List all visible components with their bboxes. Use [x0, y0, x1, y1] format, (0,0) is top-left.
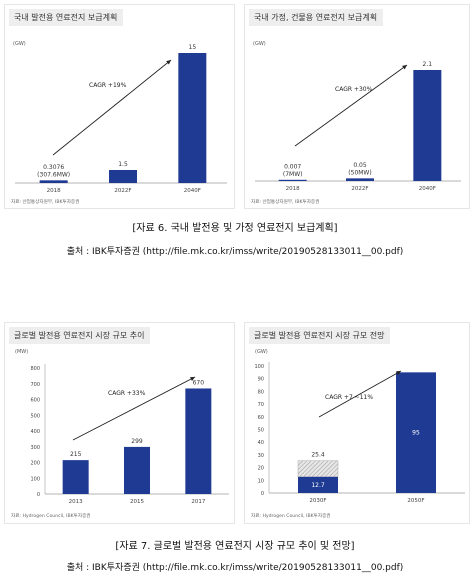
figure-caption: [자료 6. 국내 발전용 및 가정 연료전지 보급계획] — [132, 223, 338, 234]
chart-svg: (MW) 0 100 200 300 400 500 600 700 800 2013 215 2015… — [15, 349, 229, 505]
cagr-arrowhead — [190, 377, 195, 381]
y-tick-label: 0 — [37, 492, 40, 498]
chart-title: 국내 가정, 건물용 연료전지 보급계획 — [249, 9, 384, 26]
data-label: (50MW) — [348, 169, 371, 176]
y-tick-label: 60 — [258, 415, 264, 421]
data-label-total: 25.4 — [311, 452, 325, 459]
chart-svg: (GW) 0 10 20 30 40 50 60 70 80 90 100 2030F 12.7 25.4 2… — [254, 349, 465, 504]
y-tick-label: 40 — [258, 440, 264, 446]
bar — [413, 70, 442, 181]
chart-source: 자료: Hydrogen Council, IBK투자증권 — [251, 514, 331, 519]
cagr-arrow — [52, 59, 172, 156]
x-tick-label: 2017 — [191, 499, 205, 505]
bar — [278, 179, 307, 181]
cagr-arrow — [72, 376, 196, 441]
bar-hatched — [297, 460, 339, 478]
cagr-arrowhead — [166, 60, 171, 65]
x-tick-label: 2015 — [130, 499, 144, 505]
data-label: (307.6MW) — [37, 171, 70, 178]
data-label: 670 — [193, 379, 205, 386]
chart-title: 글로벌 발전용 연료전지 시장 규모 전망 — [249, 327, 391, 344]
figure-source[interactable]: 출처 : IBK투자증권 (http://file.mk.co.kr/imss/… — [66, 563, 404, 573]
x-tick-label: 2030F — [309, 498, 326, 504]
y-tick-label: 100 — [30, 476, 40, 482]
figure-caption: [자료 7. 글로벌 발전용 연료전지 시장 규모 추이 및 전망] — [115, 541, 355, 552]
chart-title: 국내 발전용 연료전지 보급계획 — [9, 9, 124, 26]
bar — [39, 180, 68, 183]
data-label-inside: 12.7 — [311, 482, 325, 489]
chart-svg: (GW) 2018 0.3076(307.6MW) 2022F 1.5 2040F 15 CA… — [13, 41, 227, 194]
y-tick-label: 300 — [30, 445, 40, 451]
x-tick-label: 2050F — [407, 498, 424, 504]
cagr-arrowhead — [396, 371, 401, 376]
data-label: 0.007 — [284, 163, 301, 170]
bar — [396, 372, 436, 493]
chart-panel-global-trend: 글로벌 발전용 연료전지 시장 규모 추이 (MW) 0 100 200 300 400 5… — [4, 322, 235, 524]
data-label: 1.5 — [118, 161, 128, 168]
x-tick-label: 2018 — [47, 188, 61, 194]
chart-svg: (GW) 2018 0.007(7MW) 2022F 0.05(50MW) 2040F 2.… — [253, 41, 461, 192]
bar — [124, 446, 150, 494]
data-label: 0.05 — [353, 162, 367, 169]
cagr-annotation: CAGR +33% — [108, 390, 146, 397]
y-tick-label: 700 — [30, 382, 40, 388]
cagr-annotation: CAGR +30% — [335, 86, 373, 93]
chart-panel-global-forecast: 글로벌 발전용 연료전지 시장 규모 전망 (GW) 0 10 20 30 40 50 60 7… — [244, 322, 470, 524]
x-tick-label: 2018 — [286, 186, 300, 192]
chart-panel-domestic-power: 국내 발전용 연료전지 보급계획 (GW) 2018 0.3076 (307.6MW)… — [4, 4, 235, 209]
data-label: 0.3076 — [43, 164, 64, 171]
y-tick-label: 20 — [258, 466, 264, 472]
unit-label: (GW) — [253, 41, 266, 47]
chart-source: 자료: Hydrogen Council, IBK투자증권 — [11, 514, 91, 519]
y-tick-label: 70 — [258, 402, 264, 408]
data-label-inside: 95 — [412, 430, 420, 437]
cagr-arrowhead — [402, 65, 407, 70]
cagr-annotation: CAGR +19% — [89, 82, 127, 89]
data-label: (7MW) — [283, 171, 303, 178]
bar — [346, 178, 374, 181]
y-tick-label: 10 — [258, 478, 264, 484]
cagr-annotation: CAGR +7 ~11% — [325, 394, 373, 401]
bar — [185, 388, 212, 494]
x-tick-label: 2022F — [351, 186, 368, 192]
y-tick-label: 400 — [30, 429, 40, 435]
chart-source: 자료: 산업통상자원부, IBK투자증권 — [251, 200, 320, 205]
y-tick-label: 0 — [261, 491, 264, 497]
x-tick-label: 2040F — [184, 188, 201, 194]
y-tick-label: 200 — [30, 461, 40, 467]
data-label: 215 — [70, 451, 82, 458]
y-tick-label: 90 — [258, 377, 264, 383]
y-tick-label: 600 — [30, 398, 40, 404]
bar — [109, 170, 137, 183]
chart-title: 글로벌 발전용 연료전지 시장 규모 추이 — [9, 327, 151, 344]
x-tick-label: 2040F — [419, 186, 436, 192]
y-tick-label: 80 — [258, 389, 264, 395]
chart-source: 자료: 산업통상자원부, IBK투자증권 — [11, 200, 80, 205]
y-tick-label: 800 — [30, 366, 40, 372]
data-label: 299 — [131, 438, 143, 445]
x-tick-label: 2013 — [69, 499, 83, 505]
bar — [298, 476, 338, 493]
bar — [62, 460, 89, 494]
unit-label: (MW) — [15, 349, 28, 355]
cagr-arrow — [318, 370, 402, 418]
unit-label: (GW) — [13, 41, 26, 47]
y-tick-label: 500 — [30, 413, 40, 419]
figure-source[interactable]: 출처 : IBK투자증권 (http://file.mk.co.kr/imss/… — [66, 247, 404, 257]
cagr-arrow — [294, 64, 408, 147]
data-label: 15 — [189, 44, 197, 51]
x-tick-label: 2022F — [114, 188, 131, 194]
bar — [178, 53, 207, 183]
data-label: 2.1 — [423, 61, 433, 68]
y-tick-label: 50 — [258, 428, 264, 434]
y-tick-label: 100 — [254, 364, 264, 370]
y-tick-label: 30 — [258, 453, 264, 459]
unit-label: (GW) — [255, 349, 268, 355]
chart-panel-domestic-home: 국내 가정, 건물용 연료전지 보급계획 (GW) 2018 0.007 (7MW) 2… — [244, 4, 470, 209]
